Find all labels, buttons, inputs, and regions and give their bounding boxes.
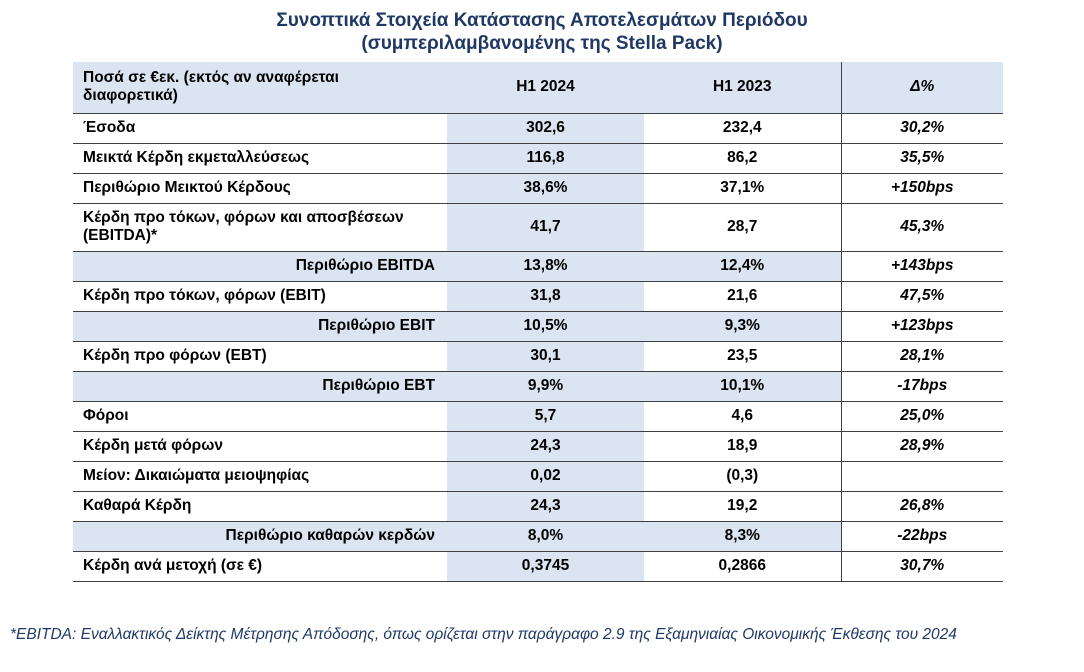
table-row-margin: Περιθώριο καθαρών κερδών 8,0% 8,3% -22bp… [73, 521, 1003, 552]
value-delta: 35,5% [840, 143, 1003, 174]
value-h1-2024: 30,1 [447, 341, 644, 372]
row-label: Καθαρά Κέρδη [73, 491, 447, 522]
value-h1-2023: 23,5 [644, 341, 841, 372]
value-delta: 25,0% [840, 401, 1003, 432]
value-delta: +150bps [840, 173, 1003, 204]
table-header-row: Ποσά σε €εκ. (εκτός αν αναφέρεται διαφορ… [73, 62, 1003, 114]
header-h1-2023: H1 2023 [644, 62, 841, 114]
value-delta: +123bps [840, 311, 1003, 342]
table-row-margin: Περιθώριο EBIT 10,5% 9,3% +123bps [73, 311, 1003, 342]
row-label: Κέρδη μετά φόρων [73, 431, 447, 462]
table-row-margin: Περιθώριο EBT 9,9% 10,1% -17bps [73, 371, 1003, 402]
table-row: Κέρδη ανά μετοχή (σε €) 0,3745 0,2866 30… [73, 551, 1003, 582]
row-label: Περιθώριο EBT [73, 371, 447, 402]
value-h1-2023: 9,3% [644, 311, 841, 342]
header-delta: Δ% [840, 62, 1003, 114]
row-label: Φόροι [73, 401, 447, 432]
row-label: Περιθώριο καθαρών κερδών [73, 521, 447, 552]
value-delta: 30,2% [840, 113, 1003, 144]
value-h1-2024: 31,8 [447, 281, 644, 312]
table-row: Περιθώριο Μεικτού Κέρδους 38,6% 37,1% +1… [73, 173, 1003, 204]
value-h1-2023: (0,3) [644, 461, 841, 492]
value-delta: -17bps [840, 371, 1003, 402]
value-delta: -22bps [840, 521, 1003, 552]
value-delta: 30,7% [840, 551, 1003, 582]
results-table: Ποσά σε €εκ. (εκτός αν αναφέρεται διαφορ… [73, 62, 1003, 582]
row-label: Περιθώριο EBIT [73, 311, 447, 342]
header-h1-2024: H1 2024 [447, 62, 644, 114]
value-h1-2024: 116,8 [447, 143, 644, 174]
value-h1-2024: 41,7 [447, 203, 644, 252]
value-delta: 26,8% [840, 491, 1003, 522]
row-label: Κέρδη ανά μετοχή (σε €) [73, 551, 447, 582]
value-h1-2023: 18,9 [644, 431, 841, 462]
header-label: Ποσά σε €εκ. (εκτός αν αναφέρεται διαφορ… [73, 62, 447, 114]
value-h1-2024: 302,6 [447, 113, 644, 144]
table-row-margin: Περιθώριο EBITDA 13,8% 12,4% +143bps [73, 251, 1003, 282]
page-title: Συνοπτικά Στοιχεία Κατάστασης Αποτελεσμά… [276, 10, 808, 31]
value-h1-2024: 24,3 [447, 491, 644, 522]
table-row: Μεικτά Κέρδη εκμεταλλεύσεως 116,8 86,2 3… [73, 143, 1003, 174]
row-label: Μεικτά Κέρδη εκμεταλλεύσεως [73, 143, 447, 174]
page-subtitle: (συμπεριλαμβανομένης της Stella Pack) [361, 33, 723, 54]
row-label: Μείον: Δικαιώματα μειοψηφίας [73, 461, 447, 492]
title-block: Συνοπτικά Στοιχεία Κατάστασης Αποτελεσμά… [0, 9, 1084, 55]
value-h1-2024: 24,3 [447, 431, 644, 462]
value-h1-2024: 13,8% [447, 251, 644, 282]
value-h1-2023: 10,1% [644, 371, 841, 402]
value-h1-2023: 19,2 [644, 491, 841, 522]
value-h1-2024: 10,5% [447, 311, 644, 342]
value-delta: 45,3% [840, 203, 1003, 252]
row-label: Περιθώριο EBITDA [73, 251, 447, 282]
table-row: Μείον: Δικαιώματα μειοψηφίας 0,02 (0,3) [73, 461, 1003, 492]
value-delta: +143bps [840, 251, 1003, 282]
value-h1-2023: 28,7 [644, 203, 841, 252]
value-h1-2023: 232,4 [644, 113, 841, 144]
value-h1-2023: 0,2866 [644, 551, 841, 582]
table-row: Κέρδη προ φόρων (EBT) 30,1 23,5 28,1% [73, 341, 1003, 372]
value-h1-2024: 0,3745 [447, 551, 644, 582]
value-h1-2023: 4,6 [644, 401, 841, 432]
row-label: Κέρδη προ τόκων, φόρων (EBIT) [73, 281, 447, 312]
value-h1-2023: 21,6 [644, 281, 841, 312]
value-h1-2023: 37,1% [644, 173, 841, 204]
row-label: Έσοδα [73, 113, 447, 144]
table-row: Κέρδη προ τόκων, φόρων (EBIT) 31,8 21,6 … [73, 281, 1003, 312]
value-h1-2024: 9,9% [447, 371, 644, 402]
value-delta: 28,9% [840, 431, 1003, 462]
value-h1-2023: 12,4% [644, 251, 841, 282]
table-row: Κέρδη προ τόκων, φόρων και αποσβέσεων (E… [73, 203, 1003, 252]
row-label: Κέρδη προ φόρων (EBT) [73, 341, 447, 372]
footnote: *EBITDA: Εναλλακτικός Δείκτης Μέτρησης Α… [10, 626, 957, 643]
table-row: Έσοδα 302,6 232,4 30,2% [73, 113, 1003, 144]
value-delta: 47,5% [840, 281, 1003, 312]
value-h1-2023: 8,3% [644, 521, 841, 552]
value-h1-2024: 8,0% [447, 521, 644, 552]
value-h1-2024: 0,02 [447, 461, 644, 492]
value-h1-2024: 5,7 [447, 401, 644, 432]
row-label: Κέρδη προ τόκων, φόρων και αποσβέσεων (E… [73, 203, 447, 252]
table-row: Κέρδη μετά φόρων 24,3 18,9 28,9% [73, 431, 1003, 462]
value-h1-2024: 38,6% [447, 173, 644, 204]
table-row: Καθαρά Κέρδη 24,3 19,2 26,8% [73, 491, 1003, 522]
value-delta: 28,1% [840, 341, 1003, 372]
row-label: Περιθώριο Μεικτού Κέρδους [73, 173, 447, 204]
value-h1-2023: 86,2 [644, 143, 841, 174]
table-row: Φόροι 5,7 4,6 25,0% [73, 401, 1003, 432]
value-delta [840, 461, 1003, 492]
